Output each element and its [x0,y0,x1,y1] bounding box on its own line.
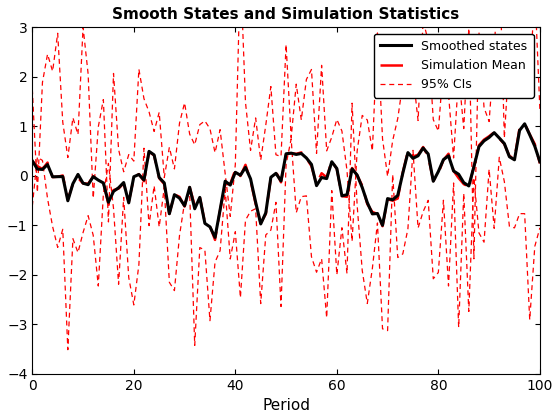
X-axis label: Period: Period [262,398,310,413]
Title: Smooth States and Simulation Statistics: Smooth States and Simulation Statistics [113,7,460,22]
Legend: Smoothed states, Simulation Mean, 95% CIs: Smoothed states, Simulation Mean, 95% CI… [374,34,534,97]
